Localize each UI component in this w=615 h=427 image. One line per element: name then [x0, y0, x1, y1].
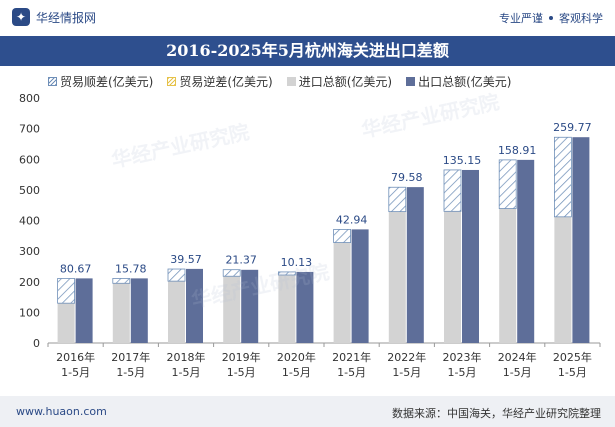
x-tick-label-year: 2020年: [277, 350, 316, 364]
chart-title: 2016-2025年5月杭州海关进出口差额: [166, 41, 449, 60]
surplus-bar: [388, 186, 407, 213]
x-tick-label-period: 1-5月: [61, 366, 90, 379]
import-bar: [333, 242, 351, 343]
legend-swatch-deficit: [167, 77, 177, 86]
export-bar: [406, 187, 424, 343]
surplus-bar: [112, 278, 131, 284]
legend-swatch-export: [406, 77, 416, 86]
surplus-bar: [498, 159, 517, 209]
footer-website[interactable]: www.huaon.com: [16, 405, 107, 418]
y-tick-label: 700: [19, 123, 40, 136]
export-bar: [296, 271, 314, 343]
x-tick-label-year: 2021年: [332, 350, 371, 364]
import-bar: [278, 275, 296, 343]
top-bar: ✦ 华经情报网 专业严谨 客观科学: [0, 0, 615, 36]
legend-item-export: 出口总额(亿美元): [406, 73, 512, 90]
y-tick-label: 200: [19, 276, 40, 289]
surplus-bar: [333, 228, 352, 243]
x-tick-label-period: 1-5月: [116, 366, 145, 379]
export-bar: [572, 137, 590, 343]
slogan: 专业严谨 客观科学: [499, 10, 603, 26]
import-bar: [444, 211, 461, 343]
x-tick-label-period: 1-5月: [337, 366, 366, 379]
export-bar: [351, 229, 369, 343]
export-bar: [462, 169, 479, 343]
x-tick-label-year: 2024年: [498, 350, 537, 364]
legend-label-export: 出口总额(亿美元): [418, 75, 512, 89]
x-tick-label-year: 2016年: [56, 350, 95, 364]
x-tick-label-period: 1-5月: [448, 366, 477, 379]
data-label: 39.57: [170, 253, 202, 266]
data-label: 10.13: [281, 256, 313, 269]
export-bar: [75, 278, 93, 343]
y-tick-label: 100: [19, 306, 40, 319]
surplus-bar: [277, 271, 296, 276]
x-tick-label-period: 1-5月: [172, 366, 201, 379]
x-tick-label-year: 2017年: [111, 350, 150, 364]
brand-logo-icon: ✦: [12, 8, 30, 26]
import-bar: [223, 276, 241, 343]
x-tick-label-year: 2019年: [222, 350, 261, 364]
data-label: 42.94: [336, 213, 368, 226]
data-label: 15.78: [115, 262, 147, 275]
legend-swatch-import: [286, 77, 296, 86]
y-tick-label: 800: [19, 92, 40, 105]
data-label: 79.58: [391, 171, 423, 184]
y-tick-label: 400: [19, 215, 40, 228]
export-bar: [130, 278, 148, 343]
footer-source: 数据来源：中国海关，华经产业研究院整理: [392, 407, 601, 420]
legend-swatch-surplus: [48, 77, 57, 86]
surplus-bar: [443, 169, 462, 212]
x-tick-label-year: 2022年: [387, 350, 426, 364]
legend-label-surplus: 贸易顺差(亿美元): [60, 75, 154, 89]
data-label: 135.15: [443, 154, 482, 167]
legend-label-import: 进口总额(亿美元): [298, 75, 393, 89]
legend-item-import: 进口总额(亿美元): [286, 73, 393, 90]
import-bar: [554, 216, 572, 343]
title-bar: [0, 36, 615, 66]
surplus-bar: [57, 278, 75, 304]
legend-item-deficit: 贸易逆差(亿美元): [167, 73, 273, 90]
surplus-bar: [554, 136, 572, 218]
brand: ✦ 华经情报网: [12, 8, 96, 26]
legend: 贸易顺差(亿美元) 贸易逆差(亿美元) 进口总额(亿美元) 出口总额(亿美元): [48, 73, 512, 90]
data-label: 158.91: [498, 144, 537, 157]
export-bar: [186, 268, 203, 343]
import-bar: [168, 281, 185, 343]
export-bar: [517, 159, 535, 343]
import-bar: [499, 208, 517, 343]
x-tick-label-period: 1-5月: [282, 366, 311, 379]
y-tick-label: 300: [19, 245, 40, 258]
surplus-bar: [222, 269, 241, 277]
export-bar: [241, 269, 259, 343]
y-tick-label: 0: [33, 337, 40, 350]
legend-item-surplus: 贸易顺差(亿美元): [48, 73, 153, 90]
slogan-right: 客观科学: [559, 12, 603, 25]
x-tick-label-period: 1-5月: [503, 366, 532, 379]
data-label: 80.67: [60, 262, 92, 275]
x-tick-label-period: 1-5月: [227, 366, 256, 379]
dot-icon: [549, 16, 553, 20]
footer: [0, 396, 615, 427]
data-label: 21.37: [225, 254, 257, 267]
legend-label-deficit: 贸易逆差(亿美元): [179, 75, 273, 89]
import-bar: [57, 303, 75, 343]
x-tick-label-period: 1-5月: [392, 366, 421, 379]
x-tick-label-year: 2018年: [167, 350, 206, 364]
import-bar: [388, 211, 406, 343]
x-tick-label-year: 2023年: [443, 350, 482, 364]
x-tick-label-year: 2025年: [553, 350, 592, 364]
data-label: 259.77: [553, 121, 592, 134]
brand-name: 华经情报网: [36, 10, 97, 25]
surplus-bar: [167, 268, 186, 282]
y-tick-label: 600: [19, 153, 40, 166]
slogan-left: 专业严谨: [499, 12, 543, 25]
x-tick-label-period: 1-5月: [558, 366, 587, 379]
import-bar: [112, 283, 130, 343]
y-tick-label: 500: [19, 184, 40, 197]
